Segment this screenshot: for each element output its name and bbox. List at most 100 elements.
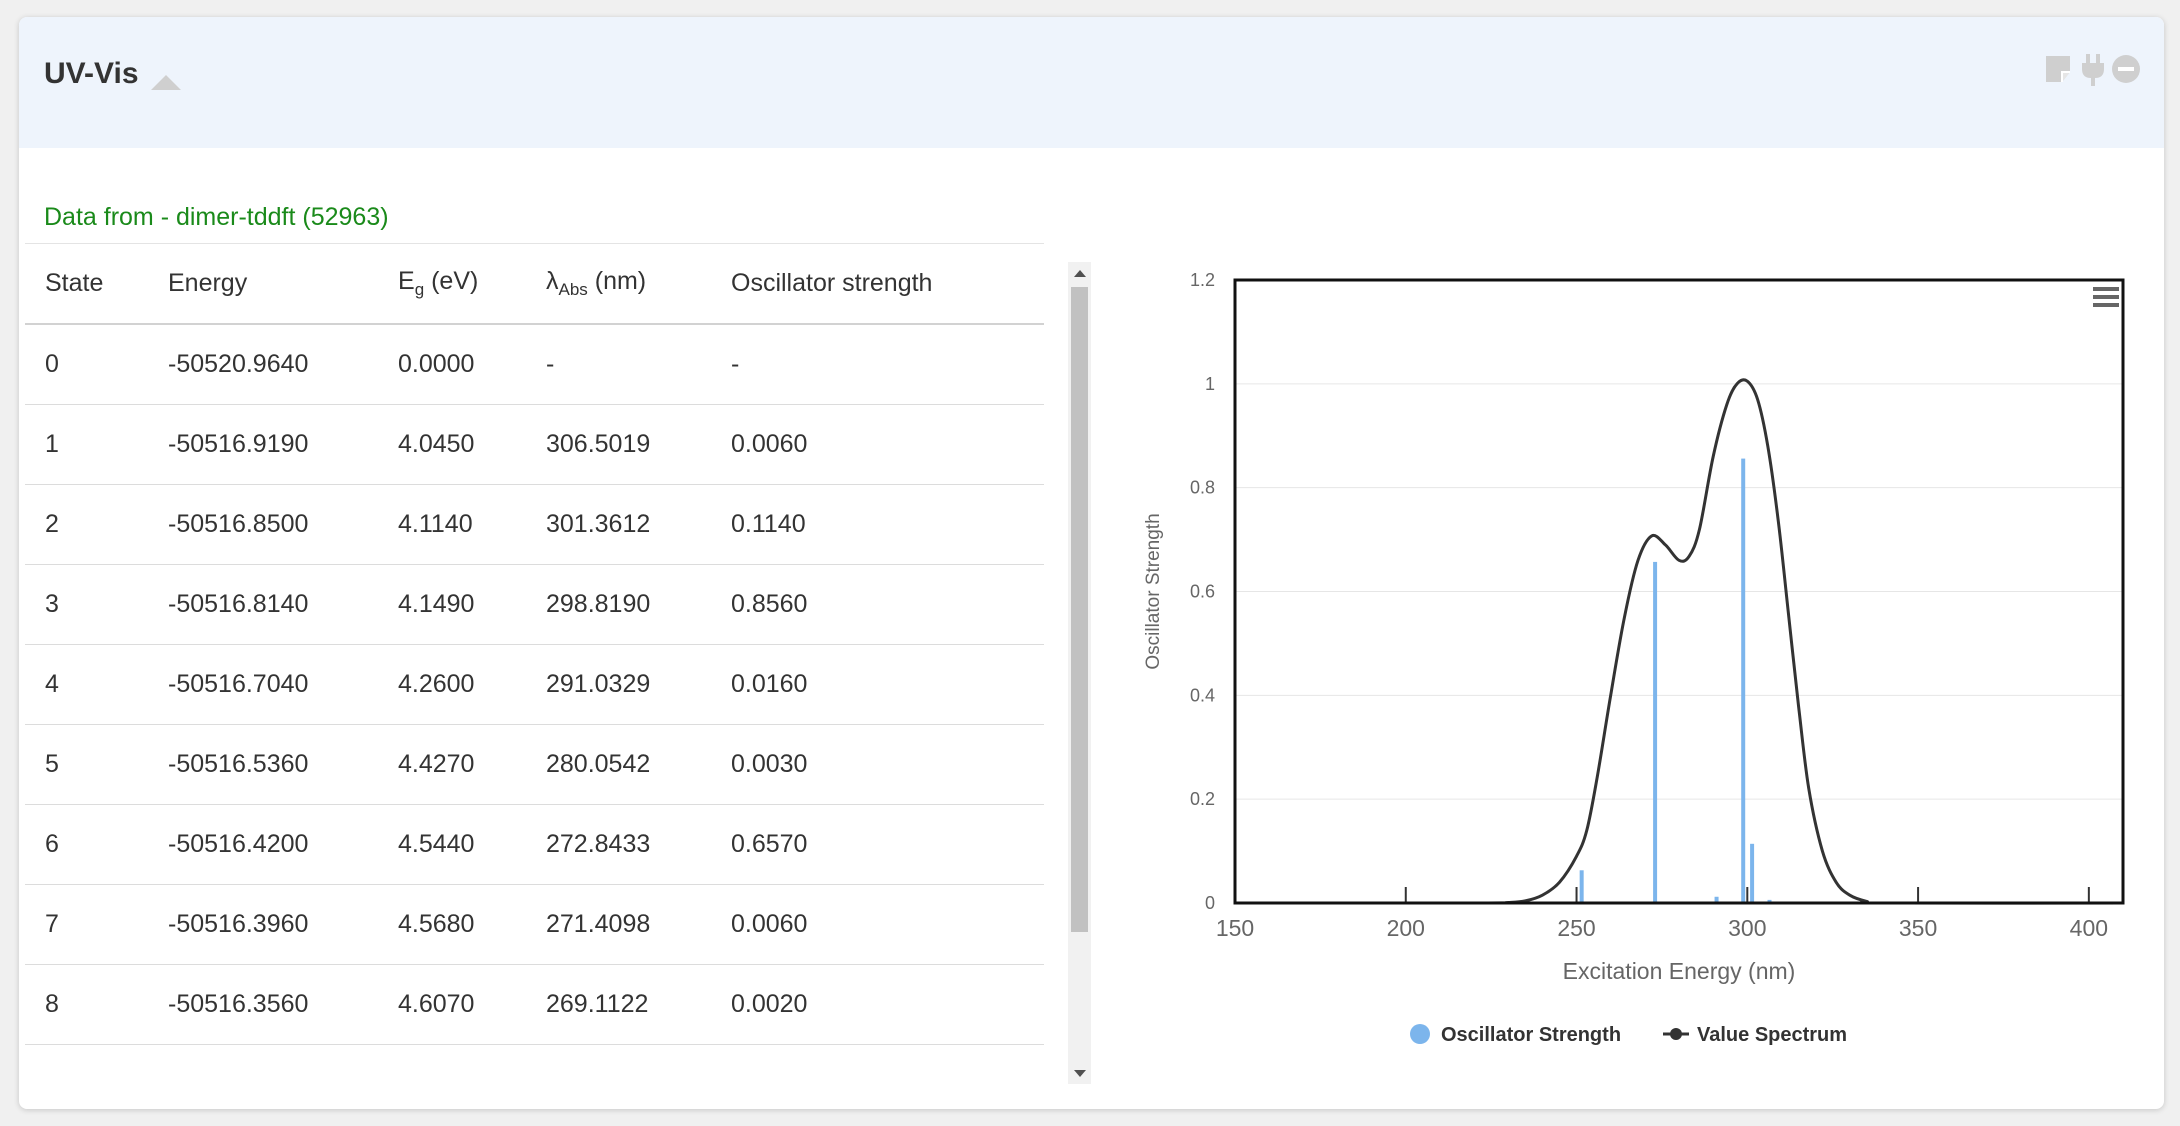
header-lambda-abs[interactable]: λAbs (nm) bbox=[526, 243, 711, 325]
cell-oscillator-strength: - bbox=[711, 324, 1044, 405]
y-axis-title: Oscillator Strength bbox=[1143, 513, 1164, 669]
table-body: 0 -50520.9640 0.0000- -1 -50516.9190 4.0450 30… bbox=[25, 324, 1044, 1045]
legend-value-spectrum-marker bbox=[1670, 1028, 1682, 1040]
cell-state: 8 bbox=[25, 964, 148, 1045]
plot-border bbox=[1233, 278, 2125, 905]
oscillator-strength-bar[interactable] bbox=[1741, 458, 1746, 903]
table-row: 3 -50516.8140 4.1490 298.8190 0.8560 bbox=[25, 564, 1044, 645]
cell-eg: 4.0450 bbox=[378, 404, 526, 485]
cell-energy: -50516.8140 bbox=[148, 564, 378, 645]
chart-menu-icon[interactable] bbox=[2093, 287, 2119, 307]
x-axis-title: Excitation Energy (nm) bbox=[1563, 958, 1796, 984]
table-row: 1 -50516.9190 4.0450 306.5019 0.0060 bbox=[25, 404, 1044, 485]
note-icon[interactable] bbox=[2044, 54, 2072, 84]
table-row: 5 -50516.5360 4.4270 280.0542 0.0030 bbox=[25, 724, 1044, 805]
header-state[interactable]: State bbox=[25, 243, 148, 325]
scroll-up-arrow-icon[interactable] bbox=[1074, 270, 1086, 277]
header-oscillator-strength[interactable]: Oscillator strength bbox=[711, 243, 1044, 325]
cell-lambda-abs: - bbox=[526, 324, 711, 405]
table-header-row: State Energy Eg (eV) λAbs (nm) Oscillato… bbox=[25, 243, 1044, 325]
y-tick-label: 0.8 bbox=[1190, 478, 1215, 498]
cell-lambda-abs: 298.8190 bbox=[526, 564, 711, 645]
states-table-container: State Energy Eg (eV) λAbs (nm) Oscillato… bbox=[25, 243, 1044, 1063]
cell-lambda-abs: 272.8433 bbox=[526, 804, 711, 885]
cell-energy: -50520.9640 bbox=[148, 324, 378, 405]
cell-energy: -50516.9190 bbox=[148, 404, 378, 485]
table-row: 0 -50520.9640 0.0000- - bbox=[25, 324, 1044, 405]
cell-energy: -50516.4200 bbox=[148, 804, 378, 885]
oscillator-strength-bar[interactable] bbox=[1579, 870, 1584, 903]
cell-oscillator-strength: 0.0030 bbox=[711, 724, 1044, 805]
oscillator-strength-bar[interactable] bbox=[1750, 843, 1755, 903]
legend-oscillator-strength-label: Oscillator Strength bbox=[1441, 1024, 1621, 1046]
y-tick-label: 0 bbox=[1205, 893, 1215, 913]
cell-lambda-abs: 306.5019 bbox=[526, 404, 711, 485]
oscillator-strength-bar[interactable] bbox=[1767, 899, 1772, 903]
oscillator-strength-bar[interactable] bbox=[1714, 896, 1719, 903]
y-tick-label: 0.6 bbox=[1190, 582, 1215, 602]
cell-eg: 4.5440 bbox=[378, 804, 526, 885]
states-table: State Energy Eg (eV) λAbs (nm) Oscillato… bbox=[25, 243, 1044, 1045]
table-row: 2 -50516.8500 4.1140 301.3612 0.1140 bbox=[25, 484, 1044, 565]
cell-eg: 4.2600 bbox=[378, 644, 526, 725]
cell-energy: -50516.3560 bbox=[148, 964, 378, 1045]
collapse-icon[interactable] bbox=[151, 75, 181, 90]
cell-eg: 4.6070 bbox=[378, 964, 526, 1045]
x-tick-label: 300 bbox=[1728, 915, 1766, 941]
header-energy[interactable]: Energy bbox=[148, 243, 378, 325]
x-tick-label: 250 bbox=[1557, 915, 1595, 941]
cell-oscillator-strength: 0.6570 bbox=[711, 804, 1044, 885]
y-tick-label: 1 bbox=[1205, 374, 1215, 394]
x-tick-label: 150 bbox=[1216, 915, 1254, 941]
cell-state: 0 bbox=[25, 324, 148, 405]
cell-lambda-abs: 280.0542 bbox=[526, 724, 711, 805]
cell-state: 6 bbox=[25, 804, 148, 885]
remove-icon[interactable] bbox=[2111, 54, 2141, 84]
cell-state: 2 bbox=[25, 484, 148, 565]
cell-eg: 4.1140 bbox=[378, 484, 526, 565]
x-tick-label: 200 bbox=[1387, 915, 1425, 941]
cell-state: 5 bbox=[25, 724, 148, 805]
oscillator-strength-bar[interactable] bbox=[1653, 561, 1658, 903]
panel-header: UV-Vis bbox=[19, 17, 2164, 148]
cell-lambda-abs: 301.3612 bbox=[526, 484, 711, 565]
cell-eg: 4.4270 bbox=[378, 724, 526, 805]
data-source-label: Data from - dimer-tddft (52963) bbox=[44, 203, 389, 231]
cell-lambda-abs: 271.4098 bbox=[526, 884, 711, 965]
cell-state: 3 bbox=[25, 564, 148, 645]
cell-eg: 4.1490 bbox=[378, 564, 526, 645]
cell-state: 4 bbox=[25, 644, 148, 725]
cell-oscillator-strength: 0.0020 bbox=[711, 964, 1044, 1045]
cell-oscillator-strength: 0.0060 bbox=[711, 404, 1044, 485]
cell-oscillator-strength: 0.0060 bbox=[711, 884, 1044, 965]
cell-lambda-abs: 291.0329 bbox=[526, 644, 711, 725]
cell-oscillator-strength: 0.1140 bbox=[711, 484, 1044, 565]
scrollbar-thumb[interactable] bbox=[1071, 287, 1088, 932]
value-spectrum-line[interactable] bbox=[1234, 378, 2124, 905]
x-tick-label: 400 bbox=[2070, 915, 2108, 941]
x-tick-label: 350 bbox=[1899, 915, 1937, 941]
cell-oscillator-strength: 0.8560 bbox=[711, 564, 1044, 645]
cell-energy: -50516.3960 bbox=[148, 884, 378, 965]
plug-icon[interactable] bbox=[2079, 54, 2107, 86]
table-row: 7 -50516.3960 4.5680 271.4098 0.0060 bbox=[25, 884, 1044, 965]
table-row: 6 -50516.4200 4.5440 272.8433 0.6570 bbox=[25, 804, 1044, 885]
y-tick-label: 0.4 bbox=[1190, 685, 1215, 705]
header-eg[interactable]: Eg (eV) bbox=[378, 243, 526, 325]
table-row: 4 -50516.7040 4.2600 291.0329 0.0160 bbox=[25, 644, 1044, 725]
cell-oscillator-strength: 0.0160 bbox=[711, 644, 1044, 725]
y-tick-label: 1.2 bbox=[1190, 270, 1215, 290]
scroll-down-arrow-icon[interactable] bbox=[1074, 1070, 1086, 1077]
cell-energy: -50516.8500 bbox=[148, 484, 378, 565]
cell-state: 1 bbox=[25, 404, 148, 485]
cell-state: 7 bbox=[25, 884, 148, 965]
uv-vis-chart: 0 0.2 0.4 0.6 0.8 1 1.2 150 200 250 300 350 400 Excit… bbox=[1143, 270, 2125, 1046]
table-row: 8 -50516.3560 4.6070 269.1122 0.0020 bbox=[25, 964, 1044, 1045]
legend-oscillator-strength-marker[interactable] bbox=[1410, 1024, 1430, 1044]
y-tick-label: 0.2 bbox=[1190, 789, 1215, 809]
panel-title: UV-Vis bbox=[44, 57, 139, 90]
legend-value-spectrum-label: Value Spectrum bbox=[1697, 1024, 1847, 1046]
cell-eg: 4.5680 bbox=[378, 884, 526, 965]
cell-eg: 0.0000 bbox=[378, 324, 526, 405]
cell-energy: -50516.5360 bbox=[148, 724, 378, 805]
